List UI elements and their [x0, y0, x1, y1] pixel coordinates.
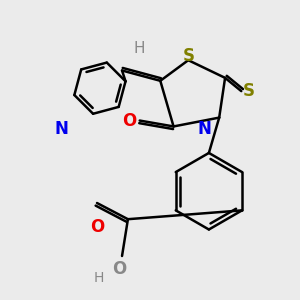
Text: H: H: [134, 41, 146, 56]
Text: O: O: [122, 112, 136, 130]
Text: H: H: [94, 271, 104, 285]
Text: N: N: [197, 120, 212, 138]
Text: O: O: [112, 260, 126, 278]
Text: S: S: [182, 47, 194, 65]
Text: N: N: [55, 120, 69, 138]
Text: O: O: [90, 218, 104, 236]
Text: S: S: [243, 82, 255, 100]
